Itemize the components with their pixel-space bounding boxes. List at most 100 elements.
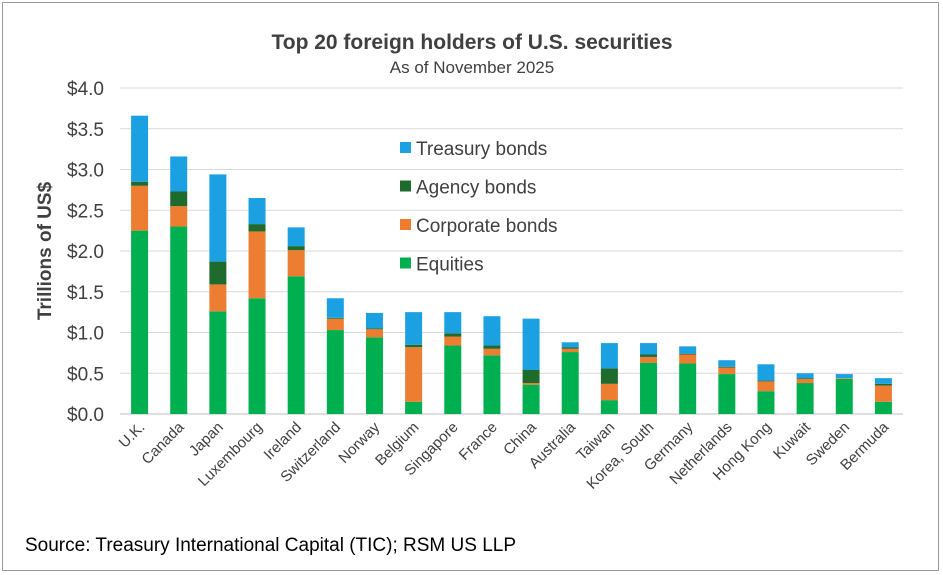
bar-netherlands-corporate-bonds	[718, 367, 736, 375]
y-tick-label: $0.5	[67, 364, 104, 385]
bar-bermuda-corporate-bonds	[874, 385, 892, 402]
y-tick-label: $2.5	[67, 201, 104, 222]
legend-label-corporate-bonds: Corporate bonds	[416, 216, 558, 237]
bar-norway-treasury-bonds	[365, 312, 383, 329]
x-ticks: U.K.CanadaJapanLuxembourgIrelandSwitzerl…	[116, 418, 893, 493]
bar-japan-agency-bonds	[209, 261, 227, 285]
legend-label-equities: Equities	[416, 255, 484, 276]
legend: Treasury bonds Agency bonds Corporate bond…	[400, 139, 558, 276]
bars	[131, 115, 892, 414]
legend-label-agency-bonds: Agency bonds	[416, 178, 536, 199]
bar-switzerland-agency-bonds	[326, 317, 344, 319]
bar-belgium-equities	[405, 401, 423, 414]
source-note: Source: Treasury International Capital (…	[25, 535, 516, 556]
bar-australia-treasury-bonds	[561, 342, 579, 348]
x-tick-label: Canada	[138, 418, 188, 468]
bar-netherlands-treasury-bonds	[718, 360, 736, 367]
bar-korea-south-corporate-bonds	[640, 356, 658, 363]
bar-switzerland-equities	[326, 330, 344, 414]
bar-u-k-agency-bonds	[131, 181, 149, 186]
bar-kuwait-corporate-bonds	[796, 378, 814, 384]
bar-netherlands-equities	[718, 374, 736, 414]
bar-germany-corporate-bonds	[679, 354, 697, 364]
bar-luxembourg-equities	[248, 298, 266, 414]
bar-norway-corporate-bonds	[365, 329, 383, 338]
bar-taiwan-corporate-bonds	[600, 383, 618, 401]
bar-singapore-treasury-bonds	[444, 312, 462, 334]
bar-ireland-agency-bonds	[287, 246, 305, 251]
bar-hong-kong-agency-bonds	[757, 380, 775, 382]
legend-swatch-agency-bonds	[400, 180, 411, 192]
bar-luxembourg-agency-bonds	[248, 224, 266, 232]
y-tick-label: $0.0	[67, 405, 104, 426]
bar-canada-agency-bonds	[170, 191, 188, 207]
bar-netherlands-agency-bonds	[718, 366, 736, 368]
bar-france-corporate-bonds	[483, 348, 501, 356]
legend-label-treasury-bonds: Treasury bonds	[416, 139, 547, 160]
y-ticks: $0.0 $0.5 $1.0 $1.5 $2.0 $2.5 $3.0 $3.5 $4.0	[67, 79, 104, 426]
bar-canada-treasury-bonds	[170, 156, 188, 192]
bar-germany-equities	[679, 363, 697, 414]
bar-kuwait-agency-bonds	[796, 378, 814, 379]
bar-japan-corporate-bonds	[209, 284, 227, 312]
bar-japan-treasury-bonds	[209, 174, 227, 262]
bar-japan-equities	[209, 311, 227, 414]
bar-germany-agency-bonds	[679, 353, 697, 355]
bar-germany-treasury-bonds	[679, 346, 697, 354]
bar-belgium-agency-bonds	[405, 344, 423, 348]
y-axis-label: Trillions of US$	[35, 181, 56, 320]
chart-title: Top 20 foreign holders of U.S. securitie…	[271, 31, 672, 54]
bar-canada-equities	[170, 226, 188, 414]
bar-china-treasury-bonds	[522, 318, 540, 370]
y-tick-label: $1.5	[67, 283, 104, 304]
y-tick-label: $1.0	[67, 324, 104, 345]
bar-belgium-corporate-bonds	[405, 347, 423, 402]
bar-china-corporate-bonds	[522, 383, 540, 385]
bar-china-equities	[522, 384, 540, 414]
bar-hong-kong-corporate-bonds	[757, 381, 775, 392]
bar-u-k-treasury-bonds	[131, 115, 149, 182]
bar-taiwan-equities	[600, 400, 618, 414]
legend-swatch-treasury-bonds	[400, 142, 411, 153]
bar-hong-kong-equities	[757, 391, 775, 414]
bar-korea-south-treasury-bonds	[640, 343, 658, 355]
bar-singapore-corporate-bonds	[444, 336, 462, 346]
bar-singapore-agency-bonds	[444, 333, 462, 337]
bar-bermuda-agency-bonds	[874, 383, 892, 386]
bar-australia-corporate-bonds	[561, 348, 579, 353]
bar-u-k-corporate-bonds	[131, 185, 149, 231]
bar-belgium-treasury-bonds	[405, 312, 423, 345]
bar-luxembourg-corporate-bonds	[248, 231, 266, 299]
x-tick-label: France	[456, 419, 501, 464]
bar-switzerland-treasury-bonds	[326, 298, 344, 318]
bar-korea-south-equities	[640, 362, 658, 414]
bar-kuwait-equities	[796, 383, 814, 414]
gridlines	[120, 87, 903, 415]
bar-france-equities	[483, 355, 501, 414]
y-tick-label: $2.0	[67, 242, 104, 263]
bar-luxembourg-treasury-bonds	[248, 198, 266, 225]
bar-france-agency-bonds	[483, 345, 501, 349]
bar-singapore-equities	[444, 345, 462, 414]
bar-sweden-treasury-bonds	[835, 374, 853, 379]
bar-switzerland-corporate-bonds	[326, 318, 344, 331]
bar-australia-equities	[561, 352, 579, 414]
bar-australia-agency-bonds	[561, 347, 579, 349]
bar-france-treasury-bonds	[483, 316, 501, 346]
bar-norway-agency-bonds	[365, 328, 383, 330]
bar-sweden-corporate-bonds	[835, 378, 853, 379]
x-tick-label: U.K.	[116, 419, 149, 452]
bar-korea-south-agency-bonds	[640, 354, 658, 357]
bar-ireland-corporate-bonds	[287, 250, 305, 277]
chart-subtitle: As of November 2025	[390, 58, 554, 77]
y-tick-label: $3.0	[67, 161, 104, 182]
bar-bermuda-treasury-bonds	[874, 378, 892, 384]
legend-swatch-corporate-bonds	[400, 219, 411, 230]
bar-china-agency-bonds	[522, 369, 540, 384]
y-tick-label: $4.0	[67, 79, 104, 100]
bar-canada-corporate-bonds	[170, 206, 188, 227]
bar-hong-kong-treasury-bonds	[757, 364, 775, 381]
bar-taiwan-agency-bonds	[600, 368, 618, 384]
